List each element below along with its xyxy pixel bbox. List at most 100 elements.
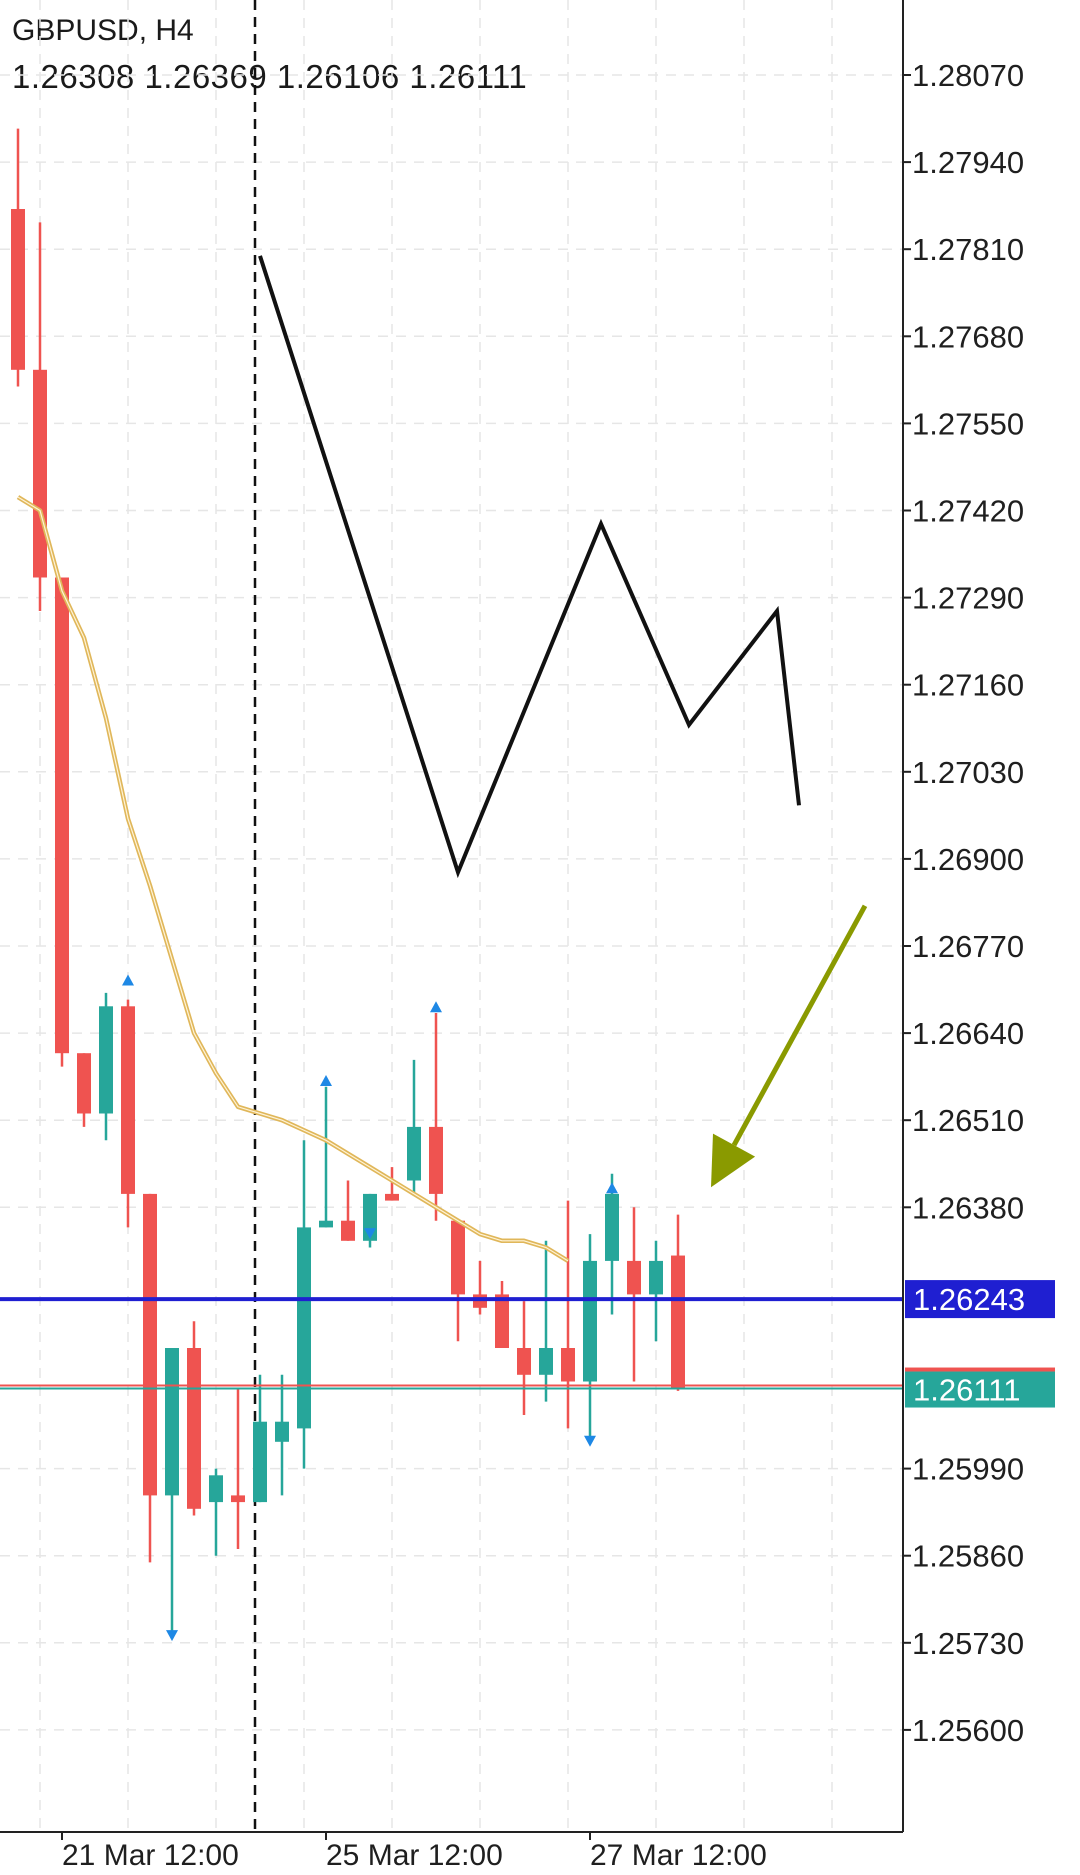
candle <box>407 1059 421 1194</box>
time-tick-label: 25 Mar 12:00 <box>326 1839 503 1872</box>
ask-price-marker <box>905 1367 1055 1372</box>
candle <box>231 1388 245 1549</box>
candle <box>209 1468 223 1556</box>
price-levels <box>0 1297 903 1390</box>
candle <box>363 1193 377 1248</box>
zigzag-drawing <box>258 255 801 879</box>
candle-body <box>605 1193 619 1261</box>
price-tick-label: 1.25860 <box>912 1539 1024 1574</box>
candle-body <box>121 1006 135 1194</box>
candle <box>561 1200 575 1429</box>
zigzag-line <box>258 255 801 879</box>
fractal-down-marker <box>584 1435 596 1447</box>
candle <box>649 1240 663 1342</box>
candle <box>671 1214 685 1391</box>
price-tick-label: 1.26640 <box>912 1016 1024 1051</box>
fractal-up-marker <box>606 1182 618 1194</box>
candle <box>121 999 135 1228</box>
symbol-timeframe: GBPUSD, H4 <box>12 14 194 47</box>
candle <box>627 1207 641 1382</box>
candle <box>55 577 69 1067</box>
candle <box>253 1374 267 1503</box>
price-tick-label: 1.25730 <box>912 1626 1024 1661</box>
chart-grid <box>0 0 903 1832</box>
candle <box>583 1234 597 1442</box>
candle-body <box>319 1220 333 1228</box>
candle-body <box>649 1260 663 1295</box>
candle-body <box>143 1193 157 1496</box>
ma-line-highlight <box>17 496 569 1262</box>
candle <box>297 1140 311 1469</box>
arrow-drawing <box>711 904 868 1188</box>
candle-body <box>517 1348 531 1375</box>
candle-body <box>253 1421 267 1503</box>
candle-body <box>583 1260 597 1382</box>
fractal-up-marker <box>430 1001 442 1013</box>
candle-body <box>451 1220 465 1295</box>
candle-body <box>33 369 47 578</box>
candle <box>33 222 47 611</box>
price-tick-label: 1.27030 <box>912 755 1024 790</box>
price-tick-label: 1.25990 <box>912 1452 1024 1487</box>
candle-body <box>671 1255 685 1388</box>
candle-body <box>385 1193 399 1201</box>
price-tick-label: 1.26380 <box>912 1190 1024 1225</box>
candle <box>341 1180 355 1241</box>
candle <box>165 1348 179 1637</box>
arrow-shaft <box>731 904 868 1147</box>
candle <box>319 1086 333 1228</box>
time-tick-label: 27 Mar 12:00 <box>590 1839 767 1872</box>
candle-body <box>473 1294 487 1308</box>
fractal-up-marker <box>320 1075 332 1086</box>
price-tick-label: 1.27940 <box>912 145 1024 180</box>
price-tick-label: 1.27290 <box>912 581 1024 616</box>
candle <box>99 992 113 1141</box>
time-tick-label: 21 Mar 12:00 <box>62 1839 239 1872</box>
candle <box>385 1167 399 1201</box>
candle-body <box>275 1421 289 1442</box>
price-tick-label: 1.26770 <box>912 929 1024 964</box>
bid-price-label: 1.26111 <box>913 1373 1020 1408</box>
price-tick-label: 1.27810 <box>912 232 1024 267</box>
candles <box>11 128 685 1637</box>
candle-body <box>297 1227 311 1429</box>
price-tick-label: 1.27420 <box>912 494 1024 529</box>
candle <box>495 1281 509 1348</box>
candle-body <box>11 209 25 370</box>
candle-body <box>407 1126 421 1181</box>
price-tick-label: 1.27550 <box>912 406 1024 441</box>
candle-body <box>539 1348 553 1375</box>
price-tick-label: 1.26900 <box>912 842 1024 877</box>
candle-body <box>429 1126 443 1194</box>
time-axis: 21 Mar 12:00 25 Mar 12:00 27 Mar 12:00 <box>61 1832 767 1872</box>
candle <box>275 1374 289 1496</box>
candle <box>517 1301 531 1415</box>
arrow-head <box>711 1133 756 1188</box>
support-price-label: 1.26243 <box>913 1282 1025 1317</box>
candle-body <box>209 1475 223 1503</box>
price-tick-label: 1.26510 <box>912 1103 1024 1138</box>
price-axis: 1.28070 1.27940 1.27810 1.27680 1.27550 1.274… <box>0 0 1055 1833</box>
candle-body <box>341 1220 355 1241</box>
candle-body <box>99 1006 113 1114</box>
candle <box>429 1013 443 1221</box>
bid-price-box <box>905 1371 1055 1408</box>
candle <box>473 1260 487 1315</box>
candle-body <box>187 1348 201 1509</box>
price-tick-label: 1.25600 <box>912 1713 1024 1748</box>
moving-average <box>16 495 570 1263</box>
candle <box>77 1053 91 1127</box>
candle <box>143 1193 157 1563</box>
fractal-down-marker <box>166 1630 178 1642</box>
candle-body <box>627 1260 641 1295</box>
price-tick-label: 1.27680 <box>912 319 1024 354</box>
candle <box>187 1321 201 1516</box>
candle <box>539 1240 553 1402</box>
candle <box>451 1220 465 1342</box>
price-tick-label: 1.28070 <box>912 58 1024 93</box>
fractal-down-marker <box>364 1228 376 1240</box>
candle <box>605 1173 619 1315</box>
fractal-up-marker <box>122 974 134 986</box>
ohlc-readout: 1.26308 1.26369 1.26106 1.26111 <box>12 58 528 95</box>
